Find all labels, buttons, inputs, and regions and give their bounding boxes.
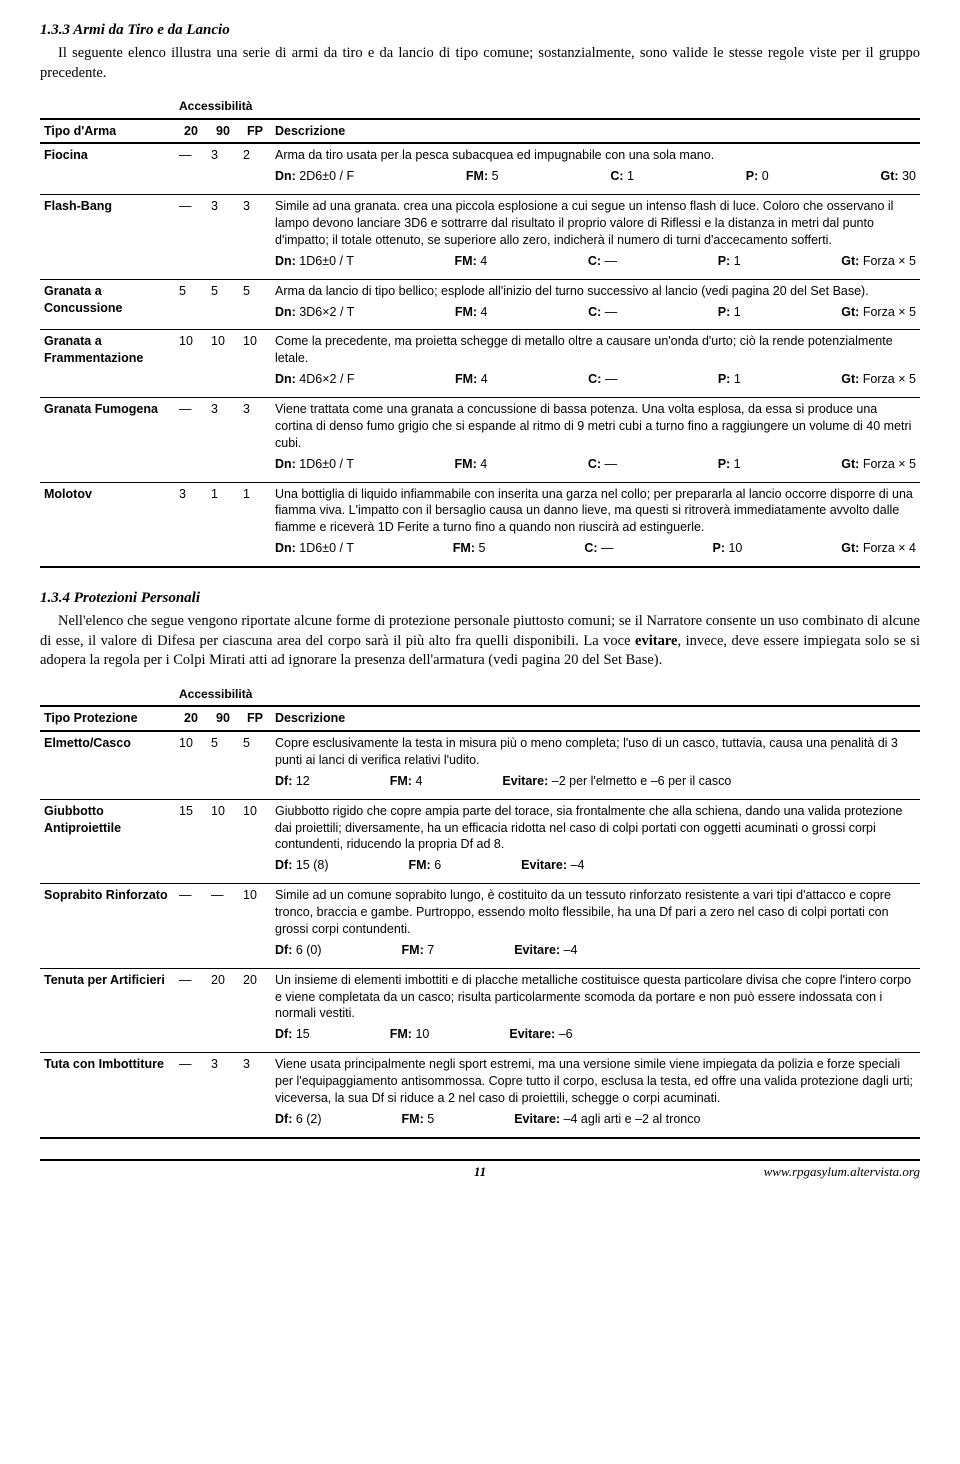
weapon-cfp: 1 xyxy=(239,482,271,560)
prot-desc: Copre esclusivamente la testa in misura … xyxy=(271,731,920,793)
prot-c20: 15 xyxy=(175,799,207,877)
prot-desc: Simile ad un comune soprabito lungo, è c… xyxy=(271,884,920,962)
prot-stats: Df: 12FM: 4Evitare: –2 per l'elmetto e –… xyxy=(275,773,916,790)
weapon-c90: 3 xyxy=(207,398,239,476)
weapon-desc: Arma da tiro usata per la pesca subacque… xyxy=(271,143,920,188)
weapon-c90: 3 xyxy=(207,195,239,273)
prot-c90: 10 xyxy=(207,799,239,877)
th2-90: 90 xyxy=(207,706,239,731)
weapon-desc: Una bottiglia di liquido infiammabile co… xyxy=(271,482,920,560)
th-90: 90 xyxy=(207,119,239,144)
prot-c90: — xyxy=(207,884,239,962)
prot-stats: Df: 6 (2)FM: 5Evitare: –4 agli arti e –2… xyxy=(275,1111,916,1128)
footer-url: www.rpgasylum.altervista.org xyxy=(486,1163,920,1181)
weapon-c20: 10 xyxy=(175,330,207,391)
th2-type: Tipo Protezione xyxy=(40,706,175,731)
prot-desc: Un insieme di elementi imbottiti e di pl… xyxy=(271,968,920,1046)
prot-name: Tenuta per Artificieri xyxy=(40,968,175,1046)
section1-title: 1.3.3 Armi da Tiro e da Lancio xyxy=(40,20,920,40)
th-desc: Descrizione xyxy=(271,119,920,144)
prot-c20: — xyxy=(175,1053,207,1131)
prot-c90: 5 xyxy=(207,731,239,793)
weapon-stats: Dn: 1D6±0 / TFM: 4C: —P: 1Gt: Forza × 5 xyxy=(275,456,916,473)
prot-name: Soprabito Rinforzato xyxy=(40,884,175,962)
weapon-stats: Dn: 2D6±0 / FFM: 5C: 1P: 0Gt: 30 xyxy=(275,168,916,185)
prot-name: Elmetto/Casco xyxy=(40,731,175,793)
prot-cfp: 10 xyxy=(239,884,271,962)
weapon-stats: Dn: 1D6±0 / TFM: 5C: —P: 10Gt: Forza × 4 xyxy=(275,540,916,557)
weapon-stats: Dn: 1D6±0 / TFM: 4C: —P: 1Gt: Forza × 5 xyxy=(275,253,916,270)
prot-cfp: 10 xyxy=(239,799,271,877)
weapon-cfp: 3 xyxy=(239,195,271,273)
weapon-desc: Viene trattata come una granata a concus… xyxy=(271,398,920,476)
weapon-c20: — xyxy=(175,195,207,273)
weapon-name: Granata a Frammentazione xyxy=(40,330,175,391)
weapon-cfp: 5 xyxy=(239,279,271,323)
weapon-c20: — xyxy=(175,143,207,188)
th-type: Tipo d'Arma xyxy=(40,119,175,144)
weapon-name: Molotov xyxy=(40,482,175,560)
protections-table: Accessibilità Tipo Protezione 20 90 FP D… xyxy=(40,683,920,1139)
weapon-cfp: 3 xyxy=(239,398,271,476)
weapon-name: Granata a Concussione xyxy=(40,279,175,323)
weapon-name: Granata Fumogena xyxy=(40,398,175,476)
weapon-name: Flash-Bang xyxy=(40,195,175,273)
prot-stats: Df: 15 (8)FM: 6Evitare: –4 xyxy=(275,857,916,874)
prot-name: Giubbotto Antiproiettile xyxy=(40,799,175,877)
weapon-c90: 3 xyxy=(207,143,239,188)
section2-title: 1.3.4 Protezioni Personali xyxy=(40,588,920,608)
prot-cfp: 5 xyxy=(239,731,271,793)
th-fp: FP xyxy=(239,119,271,144)
prot-c90: 20 xyxy=(207,968,239,1046)
weapon-c90: 5 xyxy=(207,279,239,323)
page-number: 11 xyxy=(474,1163,486,1181)
weapon-c20: 3 xyxy=(175,482,207,560)
section1-intro: Il seguente elenco illustra una serie di… xyxy=(40,44,920,83)
prot-desc: Giubbotto rigido che copre ampia parte d… xyxy=(271,799,920,877)
prot-c90: 3 xyxy=(207,1053,239,1131)
weapon-cfp: 2 xyxy=(239,143,271,188)
th2-20: 20 xyxy=(175,706,207,731)
weapon-stats: Dn: 4D6×2 / FFM: 4C: —P: 1Gt: Forza × 5 xyxy=(275,371,916,388)
acc-header-2: Accessibilità xyxy=(175,683,271,706)
weapon-c20: — xyxy=(175,398,207,476)
weapon-name: Fiocina xyxy=(40,143,175,188)
weapon-desc: Come la precedente, ma proietta schegge … xyxy=(271,330,920,391)
prot-c20: — xyxy=(175,884,207,962)
th2-fp: FP xyxy=(239,706,271,731)
prot-c20: — xyxy=(175,968,207,1046)
weapon-c90: 10 xyxy=(207,330,239,391)
prot-cfp: 20 xyxy=(239,968,271,1046)
weapon-c20: 5 xyxy=(175,279,207,323)
weapon-c90: 1 xyxy=(207,482,239,560)
prot-cfp: 3 xyxy=(239,1053,271,1131)
intro2-bold: evitare xyxy=(635,633,677,649)
prot-name: Tuta con Imbottiture xyxy=(40,1053,175,1131)
weapon-desc: Arma da lancio di tipo bellico; esplode … xyxy=(271,279,920,323)
weapon-stats: Dn: 3D6×2 / TFM: 4C: —P: 1Gt: Forza × 5 xyxy=(275,304,916,321)
prot-c20: 10 xyxy=(175,731,207,793)
page-footer: 11 www.rpgasylum.altervista.org xyxy=(40,1159,920,1181)
acc-header-1: Accessibilità xyxy=(175,95,271,118)
th-20: 20 xyxy=(175,119,207,144)
prot-stats: Df: 6 (0)FM: 7Evitare: –4 xyxy=(275,942,916,959)
weapon-cfp: 10 xyxy=(239,330,271,391)
prot-stats: Df: 15FM: 10Evitare: –6 xyxy=(275,1026,916,1043)
section2-intro: Nell'elenco che segue vengono riportate … xyxy=(40,612,920,671)
prot-desc: Viene usata principalmente negli sport e… xyxy=(271,1053,920,1131)
weapons-table: Accessibilità Tipo d'Arma 20 90 FP Descr… xyxy=(40,95,920,568)
weapon-desc: Simile ad una granata. crea una piccola … xyxy=(271,195,920,273)
th2-desc: Descrizione xyxy=(271,706,920,731)
